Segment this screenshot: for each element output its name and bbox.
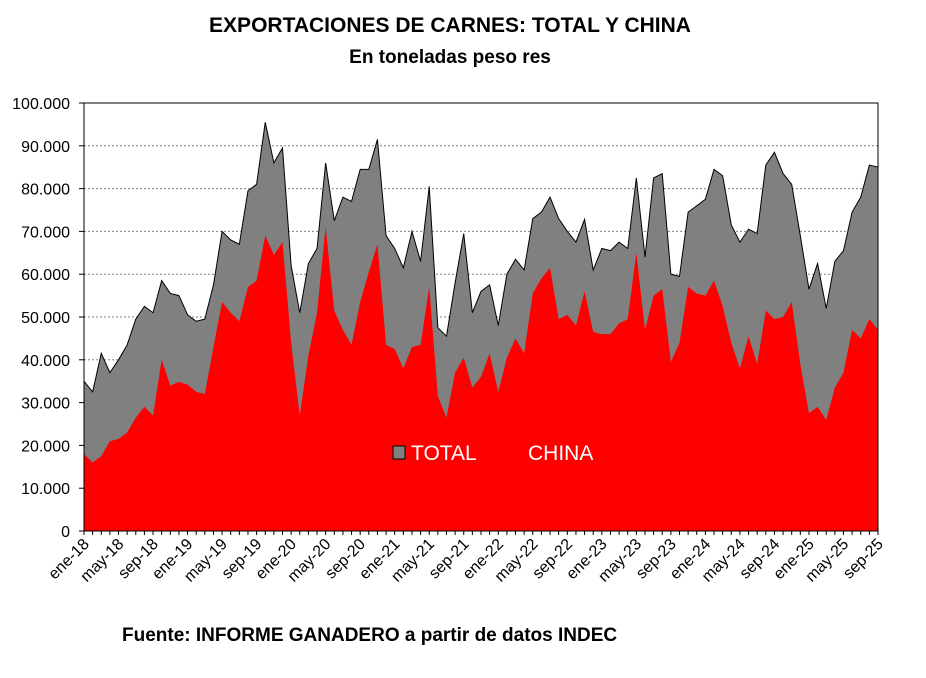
y-tick-label: 40.000 (21, 353, 70, 370)
y-axis: 0 10.000 20.000 30.000 40.000 50.000 60.000 70.… (12, 96, 84, 541)
chart-title: EXPORTACIONES DE CARNES: TOTAL Y CHINA (209, 14, 691, 37)
legend-label-total: TOTAL (411, 442, 477, 465)
y-tick-label: 100.000 (12, 96, 70, 113)
y-tick-label: 30.000 (21, 396, 70, 413)
y-tick-label: 10.000 (21, 481, 70, 498)
y-tick-label: 20.000 (21, 438, 70, 455)
x-axis: ene-18may-18sep-18ene-19may-19sep-19ene-… (46, 531, 887, 586)
chart-areas (83, 122, 879, 532)
legend-swatch-total (392, 445, 406, 460)
legend-label-china: CHINA (528, 442, 593, 465)
y-tick-label: 60.000 (21, 267, 70, 284)
plot-frame (83, 102, 879, 532)
y-tick-label: 70.000 (21, 224, 70, 241)
y-tick-label: 90.000 (21, 139, 70, 156)
china-area (84, 227, 878, 531)
y-tick-label: 80.000 (21, 182, 70, 199)
legend-swatch-china (511, 446, 523, 459)
legend: TOTAL CHINA (392, 442, 593, 465)
chart-subtitle: En toneladas peso res (349, 47, 551, 68)
y-tick-label: 50.000 (21, 310, 70, 327)
source-note: Fuente: INFORME GANADERO a partir de dat… (122, 625, 618, 646)
y-tick-label: 0 (61, 524, 70, 541)
